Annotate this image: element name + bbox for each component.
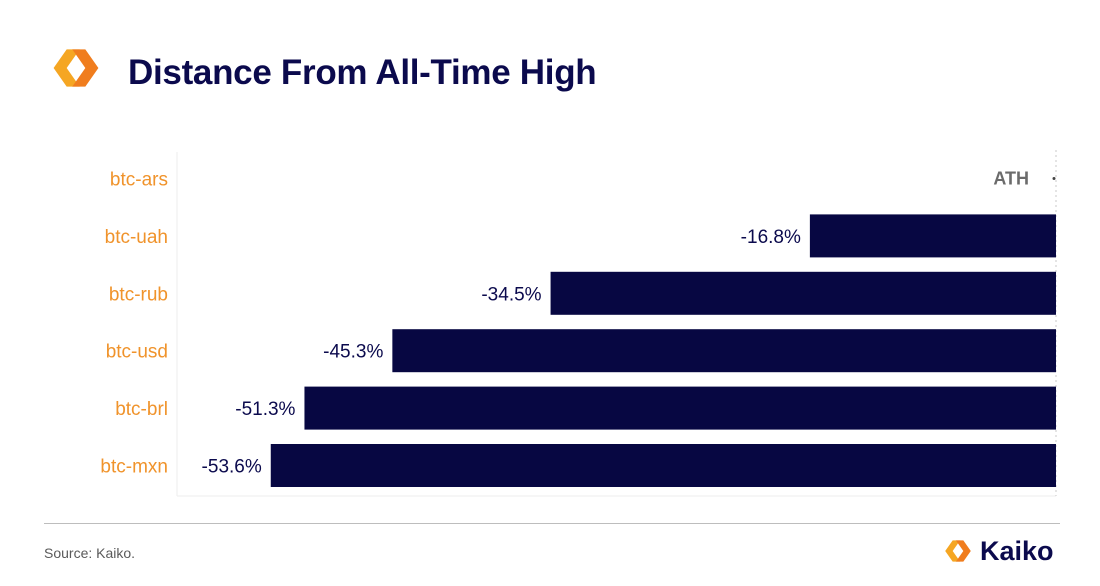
- ath-label: ATH: [993, 169, 1029, 189]
- brand-name: Kaiko: [980, 535, 1054, 566]
- value-label-btc-brl: -51.3%: [235, 399, 295, 420]
- bar-btc-rub: [550, 271, 1056, 315]
- ath-marker: [1052, 177, 1056, 180]
- bar-btc-uah: [809, 214, 1056, 258]
- value-label-btc-rub: -34.5%: [481, 284, 541, 305]
- brand-logo: Kaiko: [942, 534, 1054, 568]
- kaiko-brand-icon: [945, 540, 971, 562]
- category-label-btc-brl: btc-brl: [115, 399, 168, 420]
- category-label-btc-uah: btc-uah: [105, 227, 168, 248]
- value-label-btc-mxn: -53.6%: [202, 457, 262, 478]
- bar-chart: btc-ars ATH btc-uah -16.8% btc-rub -34.5% btc-…: [100, 150, 1057, 497]
- category-label-btc-usd: btc-usd: [106, 342, 168, 363]
- category-label-btc-rub: btc-rub: [109, 284, 168, 305]
- footer-divider: [44, 523, 1060, 524]
- chart-title: Distance From All-Time High: [128, 53, 597, 92]
- category-label-btc-mxn: btc-mxn: [100, 457, 168, 478]
- bar-btc-brl: [304, 386, 1057, 430]
- value-label-btc-uah: -16.8%: [741, 227, 801, 248]
- value-label-btc-usd: -45.3%: [323, 342, 383, 363]
- bar-btc-mxn: [270, 444, 1056, 487]
- bar-btc-usd: [392, 329, 1057, 373]
- category-label-btc-ars: btc-ars: [110, 170, 168, 191]
- source-note: Source: Kaiko.: [44, 545, 136, 561]
- kaiko-logo-icon: [53, 49, 99, 87]
